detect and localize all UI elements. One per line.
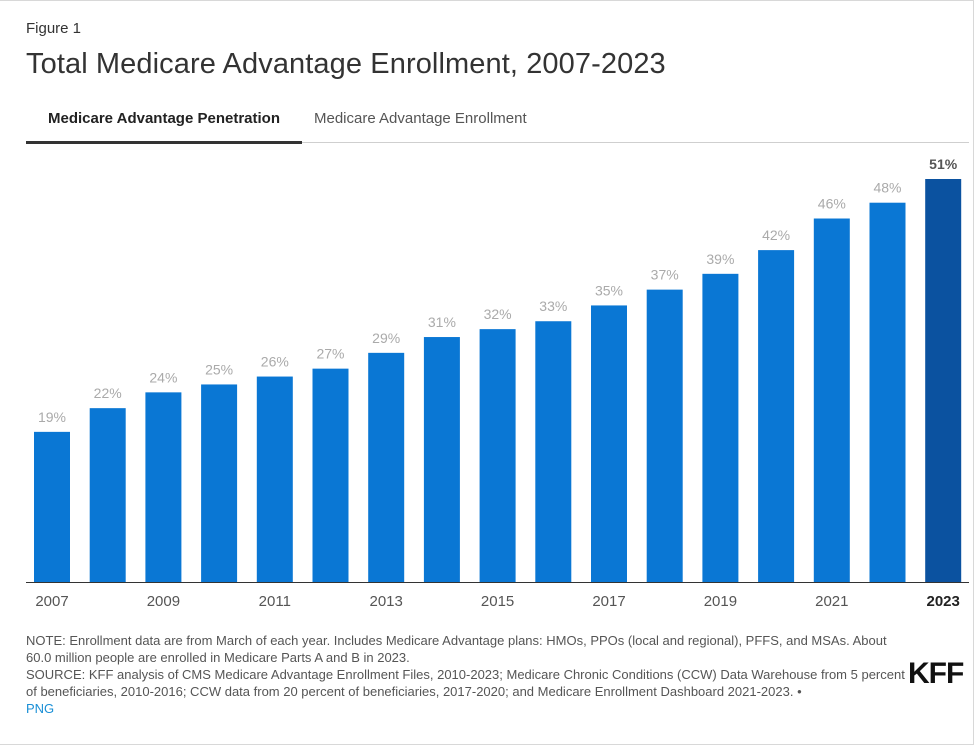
bar-2023 (925, 179, 962, 582)
data-label-2023: 51% (929, 156, 958, 172)
bar-2013 (368, 352, 405, 582)
bar-2011 (256, 376, 293, 582)
bar-2017 (591, 305, 627, 582)
kff-logo: KFF (908, 657, 964, 690)
data-label-2014: 31% (428, 314, 456, 330)
tab-bar: Medicare Advantage Penetration Medicare … (26, 104, 969, 144)
bar-2014 (423, 337, 460, 582)
data-label-2022: 48% (873, 180, 901, 196)
x-tick-2017: 2017 (592, 593, 625, 610)
tab-enrollment[interactable]: Medicare Advantage Enrollment (314, 110, 527, 127)
bar-2016 (535, 321, 572, 582)
x-tick-2007: 2007 (35, 593, 68, 610)
data-label-2016: 33% (539, 298, 567, 314)
bar-2012 (312, 368, 349, 582)
data-label-2009: 24% (149, 369, 177, 385)
data-label-2017: 35% (595, 282, 623, 298)
x-tick-2023: 2023 (927, 593, 960, 610)
source-text: SOURCE: KFF analysis of CMS Medicare Adv… (26, 666, 906, 717)
data-label-2021: 46% (818, 196, 846, 212)
x-tick-2011: 2011 (259, 593, 291, 610)
png-download-link[interactable]: PNG (26, 701, 55, 716)
source-body: SOURCE: KFF analysis of CMS Medicare Adv… (26, 667, 905, 699)
bar-2020 (758, 250, 795, 582)
data-label-2012: 27% (316, 346, 344, 362)
bar-2007 (34, 431, 70, 582)
footnotes: NOTE: Enrollment data are from March of … (26, 632, 906, 717)
x-tick-2019: 2019 (704, 593, 737, 610)
bar-2018 (646, 289, 683, 582)
x-tick-2015: 2015 (481, 593, 514, 610)
data-label-2007: 19% (38, 409, 66, 425)
data-label-2020: 42% (762, 227, 790, 243)
chart-title: Total Medicare Advantage Enrollment, 200… (26, 48, 666, 80)
figure-label: Figure 1 (26, 20, 82, 37)
data-label-2015: 32% (484, 306, 512, 322)
x-tick-2021: 2021 (815, 593, 848, 610)
data-label-2019: 39% (706, 251, 734, 267)
bar-2008 (89, 408, 126, 582)
data-label-2011: 26% (261, 354, 289, 370)
bar-2015 (479, 329, 516, 582)
bar-2010 (201, 384, 238, 582)
bar-2022 (869, 202, 906, 583)
bar-2021 (813, 218, 850, 582)
note-text: NOTE: Enrollment data are from March of … (26, 633, 887, 665)
bar-2019 (702, 273, 739, 582)
data-label-2013: 29% (372, 330, 400, 346)
bar-2009 (145, 392, 182, 582)
data-label-2010: 25% (205, 361, 233, 377)
x-tick-2009: 2009 (147, 593, 180, 610)
data-label-2018: 37% (651, 267, 679, 283)
bar-chart: 19% 2007 22% 24% 2009 25% 26% 2011 27% 29% 2013 31%… (26, 156, 969, 610)
x-tick-2013: 2013 (370, 593, 403, 610)
data-label-2008: 22% (94, 385, 122, 401)
tab-penetration[interactable]: Medicare Advantage Penetration (26, 110, 302, 144)
